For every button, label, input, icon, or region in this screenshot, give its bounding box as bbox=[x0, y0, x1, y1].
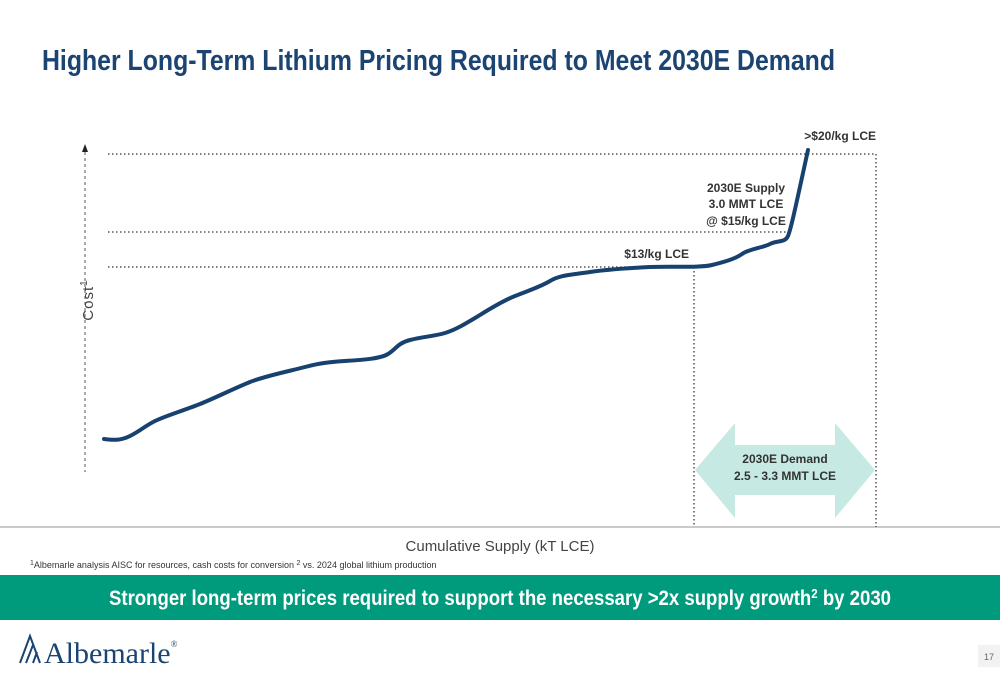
y-label-sup: 1 bbox=[79, 279, 90, 286]
mid-price-label: $13/kg LCE bbox=[624, 247, 689, 261]
footnote: 1Albemarle analysis AISC for resources, … bbox=[30, 560, 437, 570]
banner-text: Stronger long-term prices required to su… bbox=[109, 586, 891, 610]
banner bbox=[0, 575, 1000, 620]
footnote-text: Albemarle analysis AISC for resources, c… bbox=[34, 560, 297, 570]
supply-label: 2030E Supply bbox=[707, 181, 785, 195]
demand-label: 2.5 - 3.3 MMT LCE bbox=[734, 469, 836, 483]
banner-tail: by 2030 bbox=[818, 587, 891, 610]
y-axis-arrow bbox=[82, 144, 88, 152]
demand-label: 2030E Demand bbox=[742, 452, 827, 466]
x-axis-label: Cumulative Supply (kT LCE) bbox=[406, 538, 595, 555]
logo-icon bbox=[19, 633, 41, 664]
title: Higher Long-Term Lithium Pricing Require… bbox=[42, 45, 835, 77]
top-price-label: >$20/kg LCE bbox=[804, 129, 876, 143]
banner-sup: 2 bbox=[811, 586, 817, 601]
supply-label: @ $15/kg LCE bbox=[706, 214, 786, 228]
page-number: 17 bbox=[984, 652, 994, 662]
cost-curve bbox=[102, 148, 810, 442]
supply-label: 3.0 MMT LCE bbox=[709, 197, 784, 211]
logo-word: Albemarle bbox=[44, 637, 171, 670]
y-axis-label: Cost1 bbox=[79, 279, 97, 320]
logo-mark: ® bbox=[171, 639, 178, 649]
y-label-text: Cost bbox=[80, 286, 97, 321]
banner-main: Stronger long-term prices required to su… bbox=[109, 587, 811, 610]
page-box bbox=[978, 645, 1000, 667]
demand-arrow bbox=[695, 423, 875, 518]
footnote-sup: 2 bbox=[297, 560, 301, 567]
footnote-text: vs. 2024 global lithium production bbox=[300, 560, 436, 570]
footnote-sup: 1 bbox=[30, 560, 34, 567]
logo-text: Albemarle® bbox=[44, 637, 178, 670]
